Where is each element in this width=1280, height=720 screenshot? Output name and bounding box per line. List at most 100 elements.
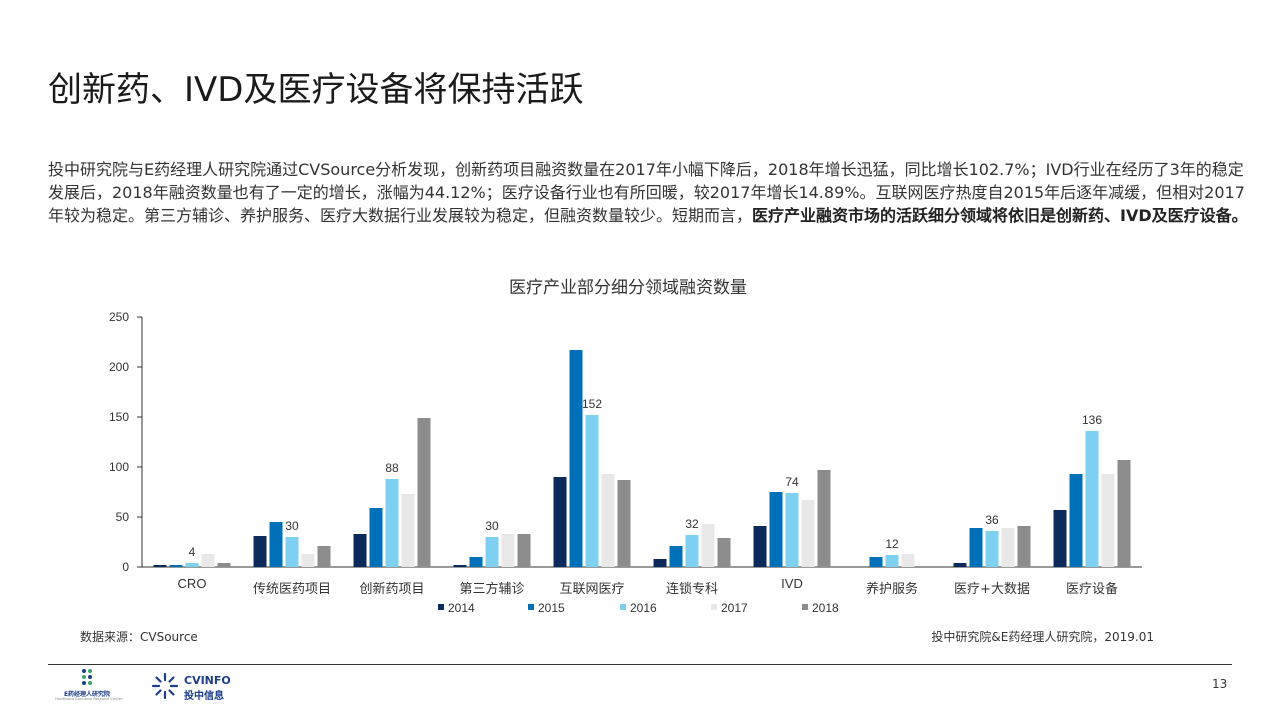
bar-2015 [369,508,383,567]
legend-swatch-2017 [711,604,717,610]
bar-2016 [185,563,199,567]
legend-swatch-2018 [802,604,808,610]
data-label: 12 [885,537,899,551]
bar-2015 [169,565,183,567]
legend-label: 2015 [538,601,565,615]
bar-2018 [817,470,831,567]
bar-2017 [1001,528,1015,567]
bar-2016 [985,531,999,567]
bar-2018 [617,480,631,567]
bar-2018 [317,546,331,567]
bar-2014 [253,536,267,567]
bar-2016 [285,537,299,567]
y-tick-label: 250 [109,310,129,324]
chart-title: 医疗产业部分细分领域融资数量 [509,278,747,298]
bar-2016 [785,493,799,567]
data-label: 30 [485,519,499,533]
x-tick-label: IVD [781,576,803,591]
bar-2017 [201,554,215,567]
legend-label: 2016 [630,601,657,615]
bar-2018 [1017,526,1031,567]
bar-2014 [553,477,567,567]
bar-2017 [901,554,915,567]
bar-2015 [469,557,483,567]
bar-2015 [569,350,583,567]
bar-2015 [869,557,883,567]
bar-2016 [485,537,499,567]
data-label: 74 [785,475,799,489]
bar-2017 [1101,474,1115,567]
data-label: 152 [582,397,602,411]
bar-2017 [501,534,515,567]
y-tick-label: 200 [109,360,129,374]
logo-right-cn: 投中信息 [184,691,224,702]
bar-2017 [601,474,615,567]
x-tick-label: CRO [178,576,207,591]
y-tick-label: 0 [122,560,129,574]
data-label: 30 [285,519,299,533]
bar-2018 [1117,460,1131,567]
bar-2015 [969,528,983,567]
x-tick-label: 传统医药项目 [253,582,331,597]
bar-2018 [517,534,531,567]
footer-divider [48,664,1232,665]
bar-2014 [353,534,367,567]
bar-2014 [453,565,467,567]
bar-2017 [701,524,715,567]
legend-swatch-2014 [438,604,444,610]
data-label: 32 [685,517,699,531]
x-tick-label: 第三方辅诊 [459,581,524,597]
bar-2014 [153,565,167,567]
page-title: 创新药、IVD及医疗设备将保持活跃 [48,70,584,110]
page-number: 13 [1212,677,1228,691]
bar-2016 [385,479,399,567]
legend-label: 2017 [721,601,748,615]
bar-2018 [217,563,231,567]
bar-2015 [769,492,783,567]
x-tick-label: 连锁专科 [666,581,718,597]
bar-2017 [301,554,315,567]
bar-2014 [953,563,967,567]
x-tick-label: 创新药项目 [359,581,424,597]
data-label: 136 [1082,413,1102,427]
x-tick-label: 养护服务 [866,581,918,597]
data-label: 36 [985,513,999,527]
data-label: 88 [385,461,399,475]
bar-2014 [653,559,667,567]
logo-left-name: E药经理人研究院 [63,691,111,698]
research-credit: 投中研究院&E药经理人研究院，2019.01 [931,630,1154,644]
e-pharma-research-logo: E药经理人研究院 Healthcare Executive Research C… [55,668,123,701]
y-tick-label: 100 [109,460,129,474]
bar-2014 [753,526,767,567]
data-source-note: 数据来源：CVSource [80,630,198,644]
x-tick-label: 医疗设备 [1066,581,1118,597]
legend-swatch-2016 [620,604,626,610]
bar-2016 [685,535,699,567]
bar-2016 [585,415,599,567]
summary-paragraph: 投中研究院与E药经理人研究院通过CVSource分析发现，创新药项目融资数量在2… [48,158,1248,227]
bar-2018 [717,538,731,567]
bar-2016 [1085,431,1099,567]
bar-2017 [801,500,815,567]
legend-swatch-2015 [528,604,534,610]
logo-left-subtitle: Healthcare Executive Research Center [55,697,123,701]
bar-2015 [669,546,683,567]
legend-label: 2018 [812,601,839,615]
bar-2017 [401,494,415,567]
x-tick-label: 医疗+大数据 [954,582,1030,597]
summary-text: 投中研究院与E药经理人研究院通过CVSource分析发现，创新药项目融资数量在2… [48,160,1245,225]
y-tick-label: 150 [109,410,129,424]
summary-conclusion: 医疗产业融资市场的活跃细分领域将依旧是创新药、IVD及医疗设备。 [752,206,1248,225]
legend-label: 2014 [448,601,475,615]
data-label: 4 [189,545,196,559]
bar-2018 [417,418,431,567]
y-tick-label: 50 [116,510,130,524]
starburst-icon [151,672,179,700]
bar-2014 [1053,510,1067,567]
x-tick-label: 互联网医疗 [559,582,624,597]
bar-2015 [269,522,283,567]
cvinfo-logo: CVINFO 投中信息 [150,671,242,702]
dot-grid-icon [82,669,92,685]
bar-2016 [885,555,899,567]
